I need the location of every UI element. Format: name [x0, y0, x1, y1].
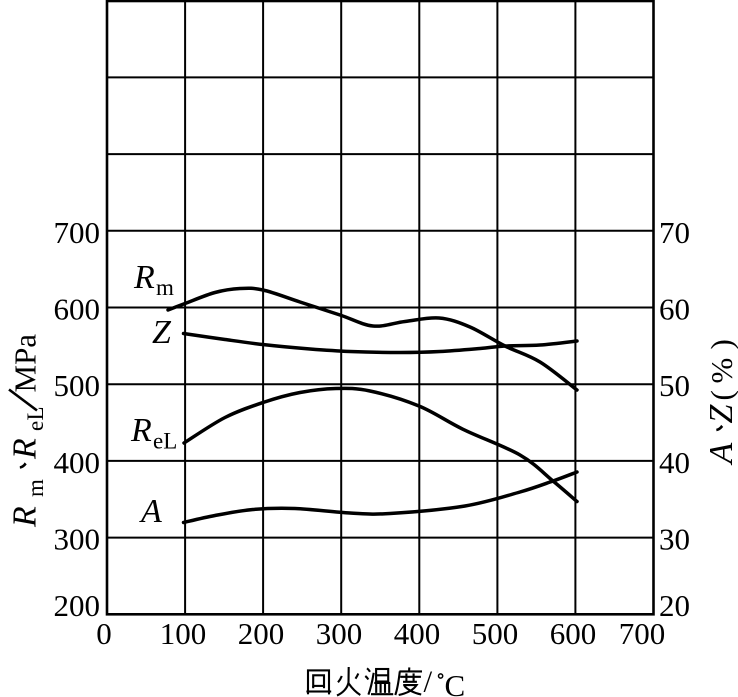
svg-text:500: 500: [472, 616, 519, 651]
svg-text:300: 300: [316, 616, 363, 651]
svg-text:R: R: [7, 438, 44, 460]
svg-text:eL: eL: [153, 429, 177, 454]
svg-text:(: (: [704, 390, 738, 400]
svg-text:0: 0: [96, 616, 112, 651]
svg-text:70: 70: [659, 215, 690, 250]
svg-text:/: /: [424, 664, 433, 697]
svg-text:40: 40: [659, 445, 690, 480]
svg-text:200: 200: [238, 616, 285, 651]
svg-text:500: 500: [54, 368, 101, 403]
svg-text:600: 600: [54, 292, 101, 327]
svg-text:C: C: [445, 668, 466, 697]
svg-text:%: %: [704, 358, 738, 384]
svg-text:400: 400: [394, 616, 441, 651]
svg-text:R: R: [133, 259, 155, 296]
svg-text:m: m: [156, 275, 174, 300]
svg-text:): ): [704, 339, 738, 349]
svg-text:20: 20: [659, 588, 690, 623]
svg-text:R: R: [7, 506, 44, 528]
svg-text:60: 60: [659, 292, 690, 327]
svg-text:R: R: [130, 412, 152, 449]
svg-text:A: A: [139, 493, 162, 530]
svg-text:30: 30: [659, 522, 690, 557]
svg-text:600: 600: [550, 616, 597, 651]
svg-text:100: 100: [160, 616, 207, 651]
svg-text:MPa: MPa: [8, 334, 43, 393]
svg-text:m: m: [23, 479, 48, 497]
svg-text:200: 200: [54, 588, 101, 623]
svg-text:Z: Z: [703, 404, 738, 424]
svg-text:50: 50: [659, 368, 690, 403]
svg-text:400: 400: [54, 445, 101, 480]
svg-text:e: e: [23, 421, 48, 431]
svg-text:700: 700: [619, 616, 666, 651]
svg-text:Z: Z: [152, 314, 172, 351]
svg-text:A: A: [703, 443, 738, 466]
svg-text:300: 300: [54, 522, 101, 557]
svg-text:700: 700: [54, 215, 101, 250]
svg-text:L: L: [23, 406, 48, 420]
